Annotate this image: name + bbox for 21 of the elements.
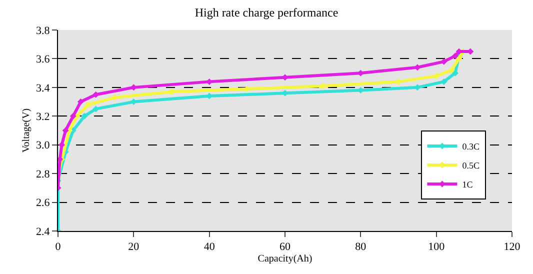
y-axis-title: Voltage(V) [21,108,32,153]
x-axis-title: Capacity(Ah) [258,254,312,265]
legend-label: 0.5C [462,160,480,171]
y-tick-label: 3.8 [36,24,50,37]
x-tick-label: 100 [428,241,446,254]
x-tick-label: 60 [280,241,291,254]
y-tick-label: 2.8 [36,168,50,180]
chart-title: High rate charge performance [194,6,338,20]
x-tick-label: 80 [355,241,367,254]
legend-label: 0.3C [462,142,480,152]
x-tick-label: 20 [128,241,140,254]
x-tick-label: 0 [55,241,62,254]
x-tick-label: 40 [204,241,216,254]
y-tick-label: 3.6 [36,54,50,66]
y-tick-label: 2.6 [36,197,50,210]
y-tick-label: 3.4 [36,82,50,94]
y-tick-label: 3.2 [36,110,50,123]
y-tick-label: 3.0 [36,140,50,152]
legend-label: 1C [462,180,473,190]
x-tick-label: 120 [504,241,521,254]
y-tick-label: 2.4 [36,226,50,238]
